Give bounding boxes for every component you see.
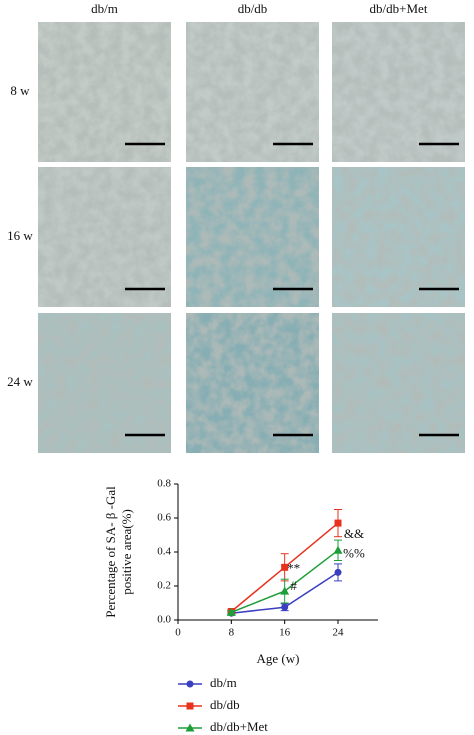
row-label: 16 w bbox=[7, 228, 33, 243]
x-tick-label: 8 bbox=[229, 627, 235, 639]
x-tick-label: 16 bbox=[279, 627, 291, 639]
y-tick-label: 0.8 bbox=[157, 478, 171, 490]
y-axis-label: Percentage of SA- β -Gal bbox=[103, 486, 118, 618]
point bbox=[281, 563, 289, 571]
x-tick-label: 24 bbox=[333, 627, 345, 639]
column-label: db/m bbox=[91, 1, 118, 16]
legend-label: db/db bbox=[210, 697, 240, 712]
micrograph-texture bbox=[186, 22, 319, 162]
legend-label: db/m bbox=[210, 675, 237, 690]
micrograph-texture bbox=[38, 167, 171, 307]
y-tick-label: 0.6 bbox=[157, 512, 171, 524]
point bbox=[280, 586, 290, 595]
point bbox=[186, 680, 194, 688]
micrograph-texture bbox=[332, 313, 465, 453]
micrograph-texture bbox=[332, 167, 465, 307]
micrograph-texture bbox=[332, 22, 465, 162]
micrograph-texture bbox=[38, 313, 171, 453]
x-tick-label: 0 bbox=[175, 627, 181, 639]
legend-entry: db/db+Met bbox=[178, 719, 268, 734]
column-label: db/db+Met bbox=[370, 1, 428, 16]
significance-mark: && bbox=[344, 526, 364, 541]
point bbox=[334, 568, 342, 576]
y-tick-label: 0.4 bbox=[157, 546, 171, 558]
row-label: 24 w bbox=[7, 374, 33, 389]
point bbox=[226, 607, 236, 616]
y-tick-label: 0.0 bbox=[157, 614, 171, 626]
point bbox=[186, 702, 194, 710]
significance-mark: ** bbox=[287, 560, 300, 575]
micrograph-texture bbox=[38, 22, 171, 162]
row-label: 8 w bbox=[10, 83, 30, 98]
y-axis-label: positive area(%) bbox=[119, 509, 134, 595]
column-label: db/db bbox=[238, 1, 268, 16]
legend-entry: db/m bbox=[178, 675, 237, 690]
point bbox=[333, 545, 343, 554]
point bbox=[281, 603, 289, 611]
micrograph-texture bbox=[186, 313, 319, 453]
significance-mark: # bbox=[290, 578, 297, 593]
micrograph-texture bbox=[186, 167, 319, 307]
legend-entry: db/db bbox=[178, 697, 240, 712]
point bbox=[334, 519, 342, 527]
x-axis-label: Age (w) bbox=[257, 651, 300, 666]
legend-label: db/db+Met bbox=[210, 719, 268, 734]
y-tick-label: 0.2 bbox=[157, 580, 171, 592]
significance-mark: %% bbox=[343, 545, 365, 560]
point bbox=[185, 723, 195, 732]
